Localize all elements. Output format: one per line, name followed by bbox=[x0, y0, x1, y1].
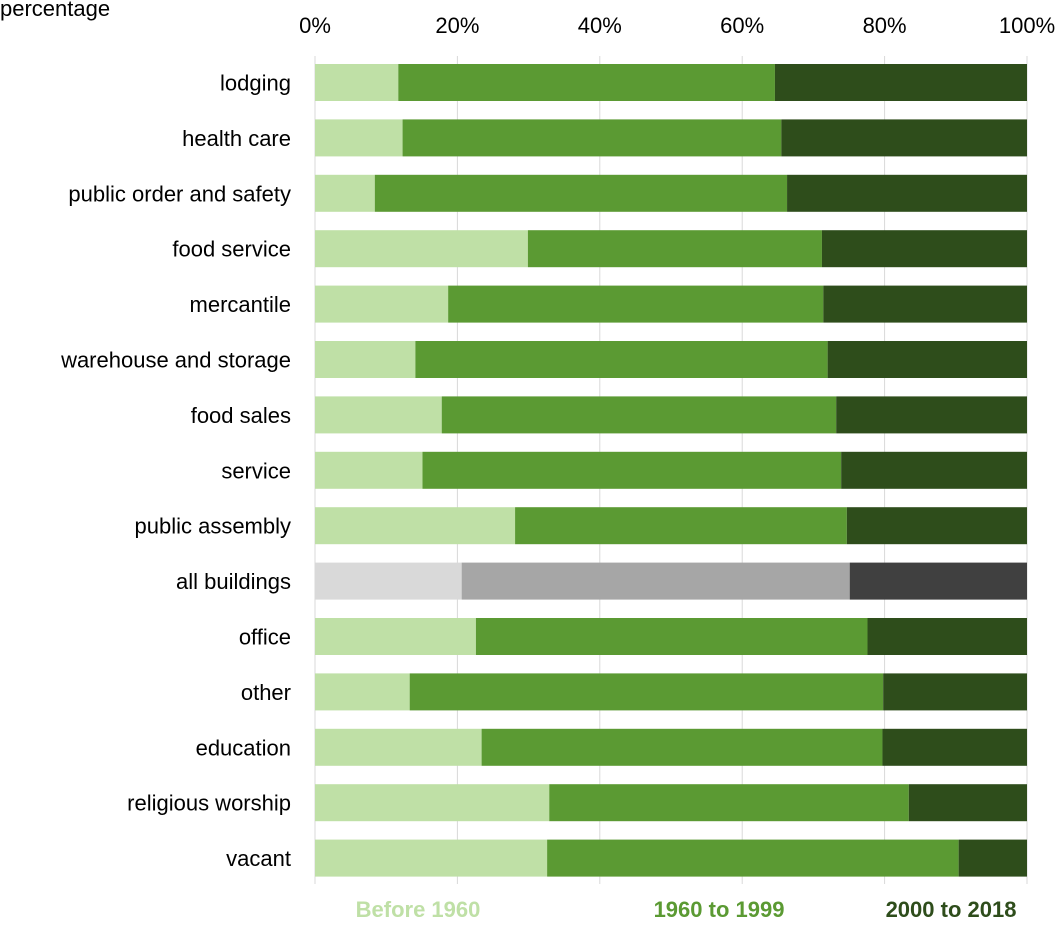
bar-segment bbox=[882, 728, 1027, 766]
bar-segment bbox=[315, 618, 476, 655]
bar-segment bbox=[315, 341, 416, 378]
bar-segment bbox=[315, 451, 423, 489]
legend-entry: Before 1960 bbox=[356, 897, 481, 922]
bar-segment bbox=[827, 341, 1027, 378]
category-label: all buildings bbox=[176, 569, 291, 594]
bar-segment bbox=[374, 174, 788, 212]
bar-segment bbox=[549, 784, 909, 822]
bar-segment bbox=[475, 618, 868, 655]
bar-segment bbox=[461, 562, 850, 600]
category-label: mercantile bbox=[190, 292, 291, 317]
bar-segment bbox=[883, 673, 1027, 711]
bar-segment bbox=[315, 230, 528, 268]
bar-segment bbox=[821, 230, 1027, 268]
x-tick-label: 80% bbox=[863, 13, 907, 38]
x-tick-label: 20% bbox=[435, 13, 479, 38]
category-labels: lodging health care public order and safet… bbox=[60, 71, 291, 872]
bar-segment bbox=[781, 119, 1027, 157]
bar-segment bbox=[515, 507, 847, 545]
bar-segment bbox=[409, 673, 884, 711]
legend: Before 1960 1960 to 1999 2000 to 2018 bbox=[356, 897, 1017, 922]
bar-segment bbox=[315, 396, 442, 434]
bar-segment bbox=[315, 119, 403, 157]
bar-segment bbox=[315, 174, 375, 212]
category-label: public order and safety bbox=[68, 181, 291, 206]
bar-segment bbox=[841, 451, 1027, 489]
bar-segment bbox=[527, 230, 822, 268]
bar-segment bbox=[908, 784, 1027, 822]
x-tick-label: 40% bbox=[578, 13, 622, 38]
category-label: service bbox=[221, 458, 291, 483]
top-left-label: percentage bbox=[0, 0, 111, 21]
bar-segment bbox=[958, 839, 1027, 877]
bar-segment bbox=[315, 839, 548, 877]
bar-segment bbox=[787, 174, 1027, 212]
x-tick-label: 0% bbox=[299, 13, 331, 38]
bar-segment bbox=[849, 562, 1027, 600]
category-label: health care bbox=[182, 126, 291, 151]
category-label: food service bbox=[172, 237, 291, 262]
legend-entry: 1960 to 1999 bbox=[654, 897, 785, 922]
bar-segment bbox=[448, 285, 824, 323]
bar-segment bbox=[481, 728, 883, 766]
bar-segment bbox=[315, 285, 449, 323]
bar-segment bbox=[315, 507, 516, 545]
x-axis-ticks: 0% 20% 40% 60% 80% 100% bbox=[299, 13, 1055, 38]
x-tick-label: 100% bbox=[999, 13, 1055, 38]
bar-segment bbox=[315, 673, 410, 711]
bar-segment bbox=[315, 784, 550, 822]
bar-segment bbox=[836, 396, 1027, 434]
bar-segment bbox=[415, 341, 828, 378]
bar-segment bbox=[846, 507, 1027, 545]
category-label: public assembly bbox=[134, 514, 291, 539]
bar-segment bbox=[774, 64, 1027, 101]
bar-segment bbox=[315, 64, 399, 101]
bar-segment bbox=[315, 562, 462, 600]
bar-segment bbox=[422, 451, 842, 489]
bar-segment bbox=[398, 64, 775, 101]
bar-segment bbox=[441, 396, 837, 434]
bar-segment bbox=[315, 728, 482, 766]
category-label: vacant bbox=[226, 846, 291, 871]
legend-entry: 2000 to 2018 bbox=[886, 897, 1017, 922]
bar-segment bbox=[402, 119, 782, 157]
bar-segment bbox=[823, 285, 1027, 323]
category-label: food sales bbox=[191, 403, 291, 428]
category-label: warehouse and storage bbox=[60, 348, 291, 373]
bars bbox=[315, 64, 1027, 877]
bar-segment bbox=[867, 618, 1027, 655]
category-label: other bbox=[241, 680, 291, 705]
bar-segment bbox=[547, 839, 959, 877]
category-label: religious worship bbox=[127, 791, 291, 816]
category-label: education bbox=[196, 735, 291, 760]
x-tick-label: 60% bbox=[720, 13, 764, 38]
category-label: lodging bbox=[220, 71, 291, 96]
category-label: office bbox=[239, 625, 291, 650]
